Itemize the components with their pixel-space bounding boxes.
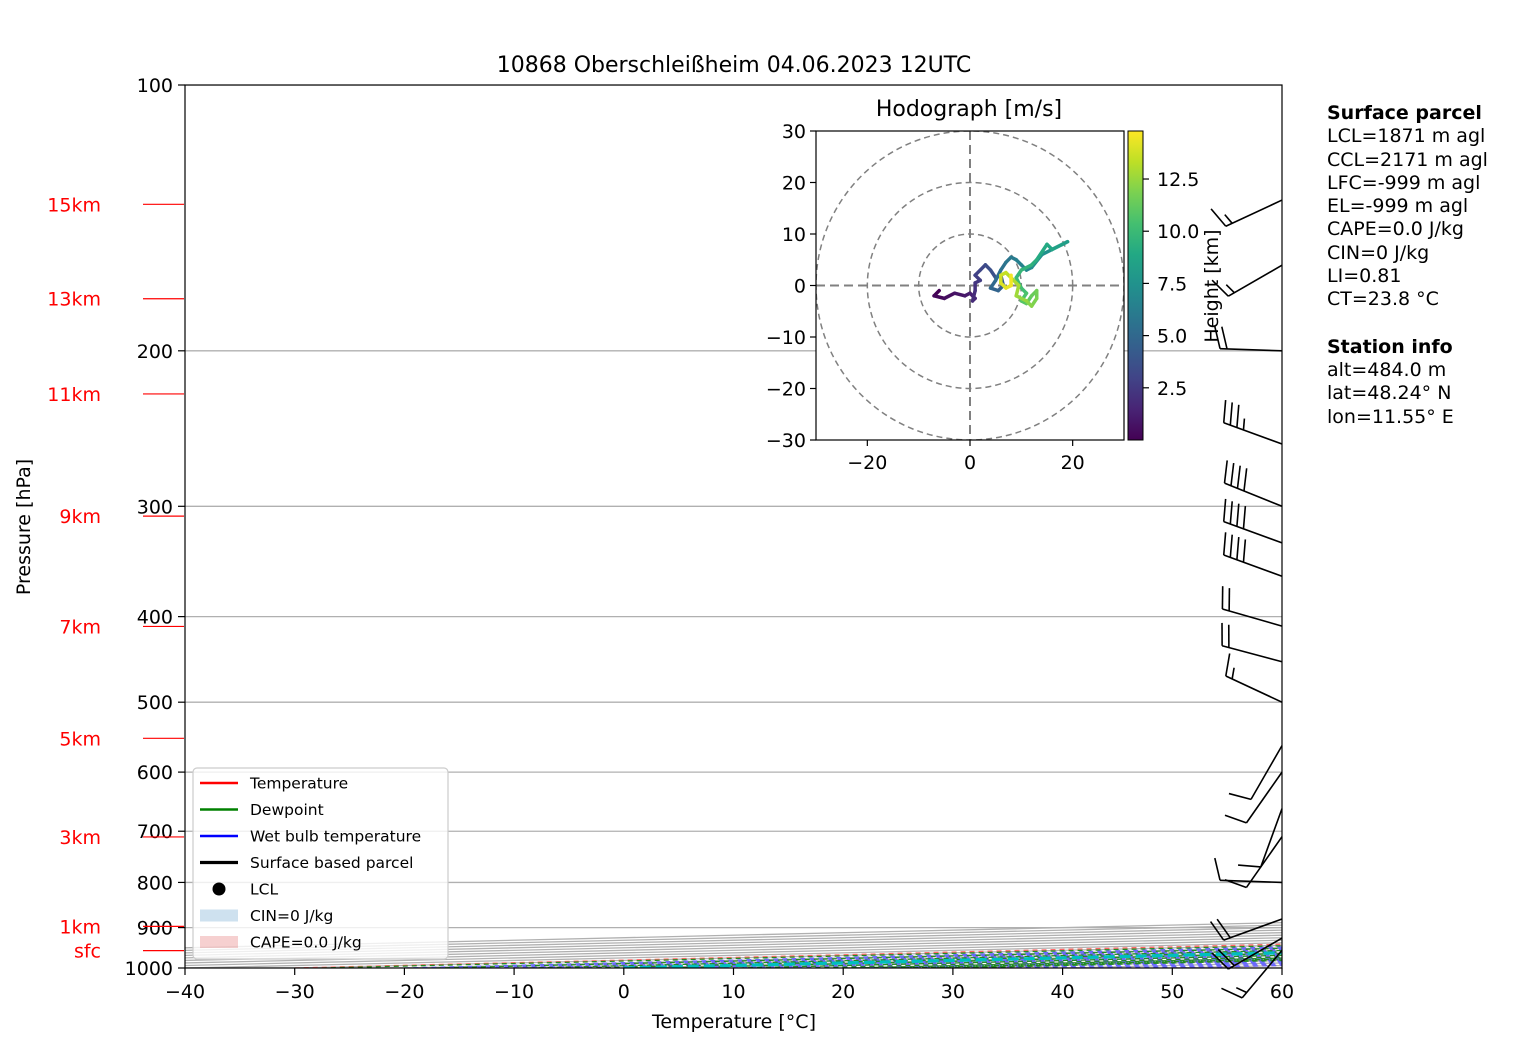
legend-label: LCL [250, 881, 278, 899]
hodograph-x-tick-label: −20 [847, 452, 887, 474]
height-label: 13km [47, 289, 101, 311]
x-tick-label: 30 [941, 981, 965, 1003]
y-tick-label: 200 [137, 341, 173, 363]
legend-label: Temperature [249, 775, 348, 793]
x-tick-label: −30 [275, 981, 315, 1003]
wind-barb [1225, 460, 1282, 506]
colorbar-tick-label: 7.5 [1157, 273, 1187, 295]
legend-swatch [213, 883, 226, 896]
height-label: 1km [59, 916, 101, 938]
wind-barb [1222, 586, 1282, 626]
wind-barb [1211, 200, 1282, 226]
mixing-ratio-line [588, 772, 1517, 968]
height-label: 7km [59, 616, 101, 638]
wind-barb [1238, 809, 1282, 867]
y-tick-label: 100 [137, 75, 173, 97]
wind-barb [1215, 326, 1282, 350]
wind-barb [1215, 858, 1282, 882]
legend-swatch [200, 910, 238, 922]
wind-barb [1225, 837, 1282, 888]
colorbar-tick-label: 12.5 [1157, 169, 1199, 191]
height-label: 5km [59, 728, 101, 750]
hodograph-y-tick-label: −20 [766, 379, 806, 401]
legend-label: Surface based parcel [250, 854, 413, 872]
ct-value: CT=23.8 °C [1327, 288, 1488, 311]
x-tick-label: 10 [721, 981, 745, 1003]
hodograph-y-tick-label: −30 [766, 430, 806, 452]
wind-barb [1222, 623, 1282, 662]
station-longitude: lon=11.55° E [1327, 406, 1488, 429]
colorbar-tick-label: 2.5 [1157, 378, 1187, 400]
x-tick-label: 50 [1160, 981, 1184, 1003]
legend-label: Wet bulb temperature [250, 828, 421, 846]
legend-label: CAPE=0.0 J/kg [250, 934, 362, 952]
y-tick-label: 500 [137, 692, 173, 714]
hodograph: −30 −20 −10 0 10 20 30 −20 0 20 2.5 5.0 7.5 10.0 12.5 [766, 121, 1199, 474]
hodograph-y-tick-label: 0 [794, 276, 806, 298]
lcl-value: LCL=1871 m agl [1327, 125, 1488, 148]
chart-title: 10868 Oberschleißheim 04.06.2023 12UTC [497, 53, 972, 78]
legend-label: CIN=0 J/kg [250, 907, 333, 925]
info-panel: Surface parcel LCL=1871 m agl CCL=2171 m… [1327, 102, 1488, 429]
y-tick-label: 600 [137, 762, 173, 784]
li-value: LI=0.81 [1327, 265, 1488, 288]
y-tick-label: 1000 [125, 958, 173, 980]
hodograph-y-tick-label: 10 [782, 224, 806, 246]
colorbar [1128, 131, 1143, 440]
hodograph-x-tick-label: 0 [964, 452, 976, 474]
hodograph-y-tick-label: 20 [782, 173, 806, 195]
height-label: sfc [74, 941, 101, 963]
wind-barb [1224, 400, 1282, 444]
y-tick-label: 400 [137, 607, 173, 629]
y-tick-label: 700 [137, 821, 173, 843]
hodograph-y-tick-label: −10 [766, 327, 806, 349]
legend-label: Dewpoint [250, 801, 324, 819]
colorbar-tick-label: 5.0 [1157, 326, 1187, 348]
cape-value: CAPE=0.0 J/kg [1327, 218, 1488, 241]
x-tick-label: −40 [165, 981, 205, 1003]
hodograph-x-tick-label: 20 [1061, 452, 1085, 474]
x-tick-label: 20 [831, 981, 855, 1003]
station-info-heading: Station info [1327, 336, 1488, 359]
hodograph-y-tick-label: 30 [782, 121, 806, 143]
y-tick-label: 800 [137, 872, 173, 894]
y-tick-label: 300 [137, 496, 173, 518]
ccl-value: CCL=2171 m agl [1327, 149, 1488, 172]
el-value: EL=-999 m agl [1327, 195, 1488, 218]
y-tick-label: 900 [137, 918, 173, 940]
x-axis-label: Temperature [°C] [651, 1011, 816, 1033]
station-latitude: lat=48.24° N [1327, 382, 1488, 405]
wind-barb [1226, 654, 1282, 703]
surface-parcel-heading: Surface parcel [1327, 102, 1488, 125]
mixing-ratio-line [895, 772, 1517, 968]
height-label: 11km [47, 384, 101, 406]
wind-barb [1225, 772, 1282, 823]
x-tick-label: 60 [1270, 981, 1294, 1003]
station-altitude: alt=484.0 m [1327, 359, 1488, 382]
height-label: 15km [47, 194, 101, 216]
lfc-value: LFC=-999 m agl [1327, 172, 1488, 195]
x-tick-label: 40 [1051, 981, 1075, 1003]
legend-swatch [200, 936, 238, 948]
x-tick-label: 0 [618, 981, 630, 1003]
height-label: 3km [59, 827, 101, 849]
legend: Temperature Dewpoint Wet bulb temperature S… [193, 768, 448, 959]
cin-value: CIN=0 J/kg [1327, 242, 1488, 265]
x-tick-label: −20 [384, 981, 424, 1003]
mixing-ratio-line [856, 772, 1517, 968]
colorbar-tick-label: 10.0 [1157, 221, 1199, 243]
y-axis-label: Pressure [hPa] [13, 459, 35, 595]
x-tick-label: −10 [494, 981, 534, 1003]
hodograph-title: Hodograph [m/s] [876, 97, 1062, 122]
height-label: 9km [59, 506, 101, 528]
colorbar-label: Height [km] [1201, 229, 1223, 342]
